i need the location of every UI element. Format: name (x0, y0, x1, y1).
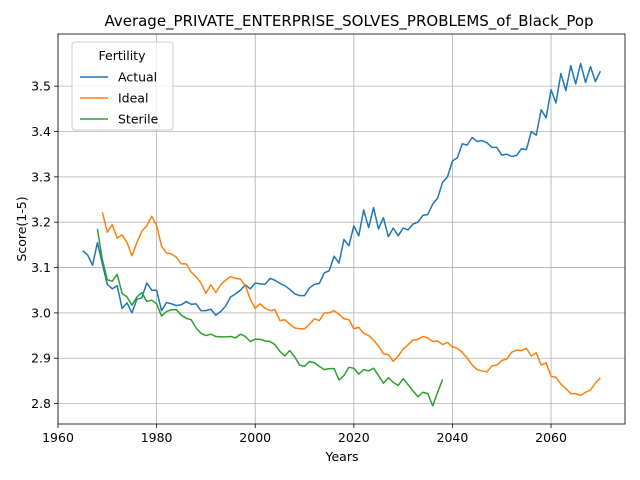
series-line-ideal (101, 212, 601, 397)
x-tick-label: 2040 (437, 430, 469, 445)
x-tick-label: 2000 (239, 430, 271, 445)
axis-ticks: 1960 1980 2000 2020 2040 2060 2.8 2.9 3.0 3.1 3.2 3… (31, 79, 567, 445)
y-axis-title: Score(1-5) (14, 196, 29, 261)
y-tick-label: 2.8 (31, 396, 51, 411)
legend-box (71, 41, 174, 131)
chart-title: Average_PRIVATE_ENTERPRISE_SOLVES_PROBLE… (104, 12, 593, 31)
legend-label-ideal: Ideal (118, 91, 148, 106)
y-tick-label: 3.2 (31, 215, 51, 230)
x-axis-title: Years (325, 449, 359, 464)
series-line-sterile (96, 228, 444, 407)
y-tick-label: 3.0 (31, 305, 51, 320)
y-tick-label: 3.5 (31, 79, 51, 94)
y-tick-label: 3.1 (31, 260, 51, 275)
legend-label-sterile: Sterile (118, 112, 159, 127)
series-lines (82, 62, 602, 407)
y-tick-label: 2.9 (31, 351, 51, 366)
y-tick-label: 3.3 (31, 169, 51, 184)
series-line-actual (82, 62, 602, 316)
legend-title: Fertility (99, 48, 147, 63)
legend-label-actual: Actual (118, 70, 157, 85)
gridlines (57, 34, 625, 424)
x-tick-label: 2020 (338, 430, 370, 445)
y-tick-label: 3.4 (31, 124, 51, 139)
plot-area-frame (57, 33, 626, 425)
x-tick-label: 2060 (535, 430, 567, 445)
legend: Fertility Actual Ideal Sterile (71, 41, 174, 131)
x-tick-label: 1980 (141, 430, 173, 445)
x-tick-label: 1960 (42, 430, 74, 445)
